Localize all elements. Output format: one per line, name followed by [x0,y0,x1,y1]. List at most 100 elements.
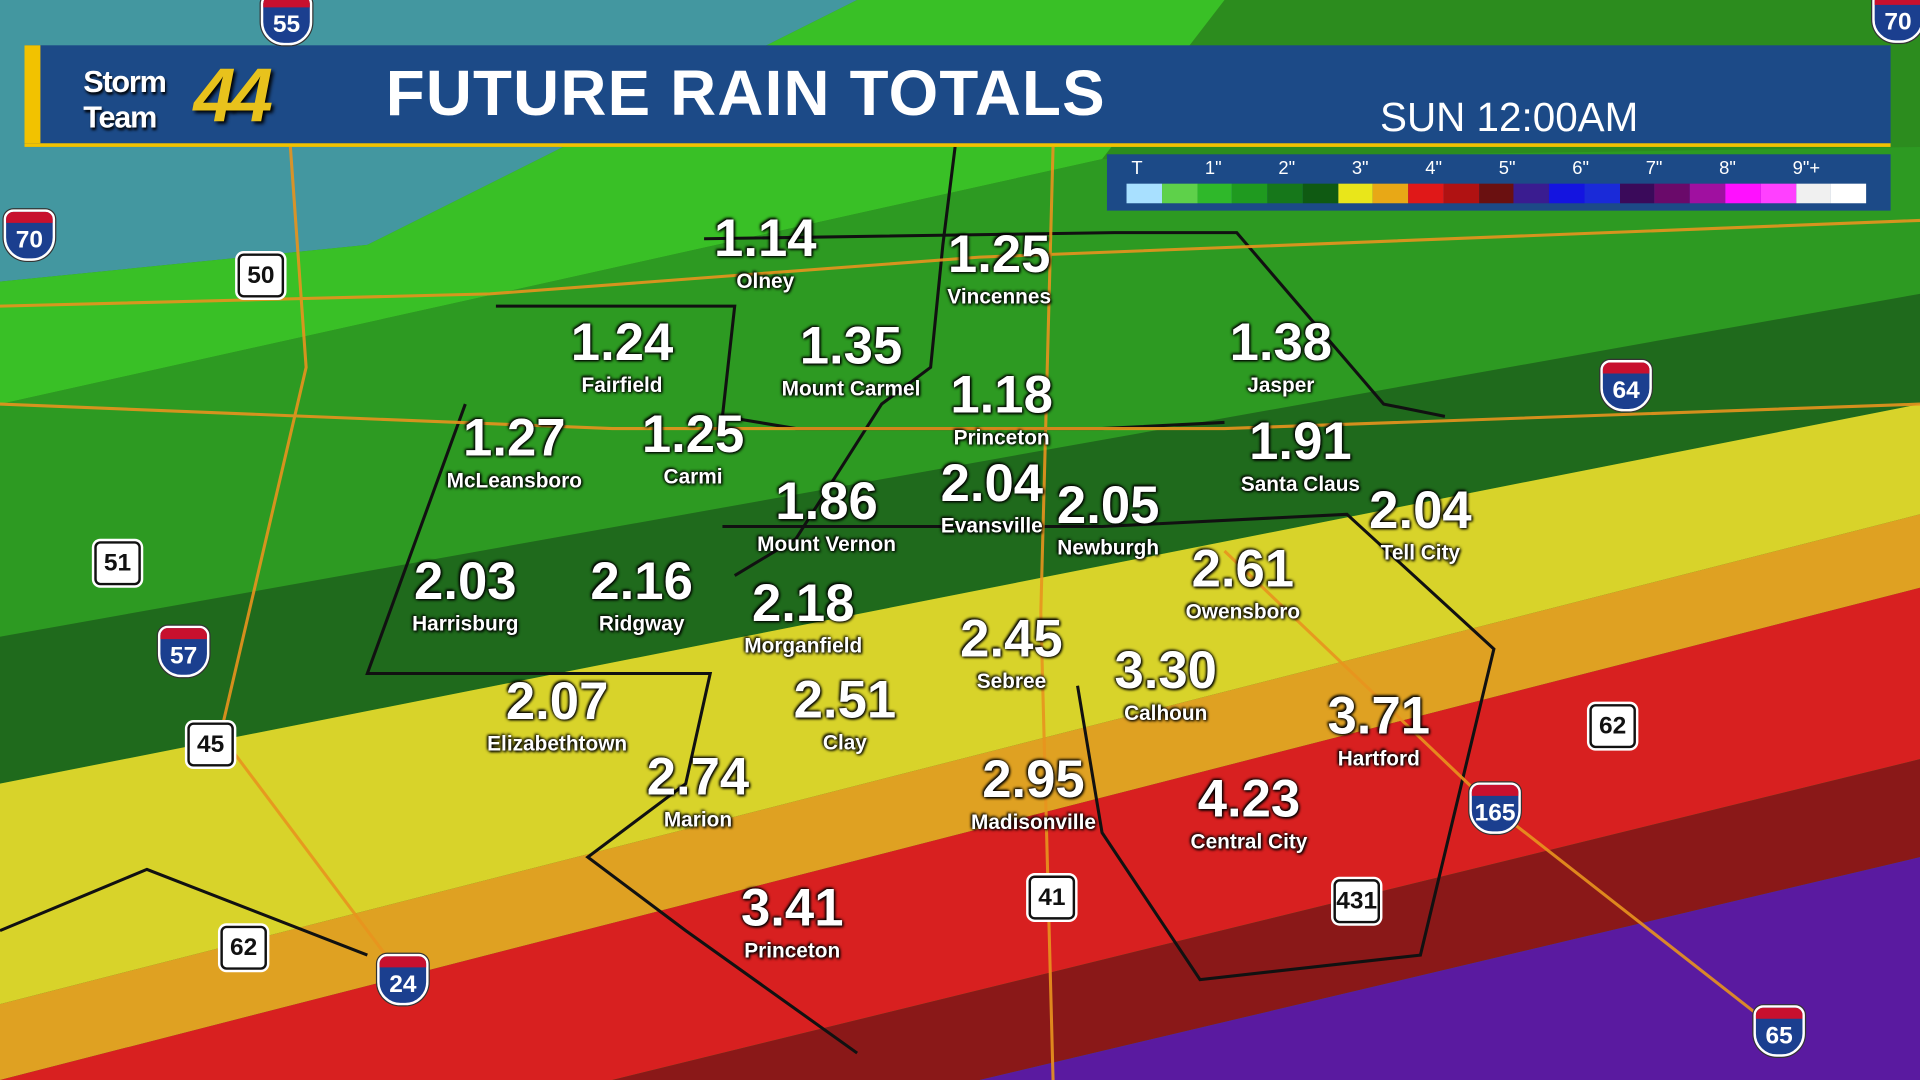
legend-label: 2" [1278,157,1296,179]
city-name: Marion [663,808,733,832]
city-name: Central City [1190,830,1308,854]
interstate-shield-icon: 70 [1872,0,1920,43]
rain-total-value: 2.95 [982,750,1085,810]
city-name: Santa Claus [1240,472,1360,496]
rain-total-value: 3.41 [740,879,844,938]
legend-label: 4" [1425,157,1443,179]
route-number: 62 [230,934,258,962]
city-total: 4.23 Central City [1191,769,1308,855]
rain-total-value: 2.61 [1191,540,1295,599]
route-number: 24 [389,971,417,998]
legend-label: 3" [1351,157,1369,179]
city-total: 1.27 McLeansboro [447,408,582,494]
route-number: 51 [103,549,132,577]
rain-total-value: 2.04 [1369,481,1472,541]
rain-total-value: 2.04 [940,454,1044,514]
us-route-shield-icon: 51 [94,541,141,586]
route-number: 65 [1765,1022,1793,1050]
us-route-shield-icon: 62 [220,925,267,970]
legend-label: 1" [1204,157,1222,179]
city-name: Princeton [953,426,1050,450]
logo-number: 44 [193,53,273,139]
legend-swatch [1302,183,1338,204]
us-route-shield-icon: 41 [1028,875,1076,920]
us-route-shield-icon: 431 [1333,879,1381,924]
legend-swatch [1830,183,1867,204]
legend-swatch [1337,183,1374,204]
legend-swatch [1196,183,1233,204]
rain-total-value: 1.86 [775,472,878,532]
rain-total-value: 1.25 [641,405,745,465]
legend-swatch [1795,183,1831,204]
city-name: Ridgway [598,612,685,636]
rain-total-value: 2.07 [505,672,609,732]
accent-bar [24,45,41,144]
interstate-shield-icon: 24 [377,953,429,1006]
interstate-shield-icon: 165 [1469,782,1521,834]
legend-swatch [1373,183,1409,204]
city-name: Tell City [1380,541,1461,565]
legend-swatch [1760,183,1796,204]
city-name: McLeansboro [446,468,582,493]
city-total: 2.04 Evansville [941,453,1043,539]
city-total: 2.95 Madisonville [971,749,1096,835]
legend-swatch [1408,183,1444,204]
interstate-shield-icon: 70 [3,209,56,261]
city-name: Mount Vernon [757,532,896,556]
rain-total-value: 2.03 [414,552,517,612]
route-number: 50 [247,262,275,289]
route-number: 70 [1884,8,1912,36]
legend-swatch [1513,183,1550,204]
rainfall-legend: T 1" 2" 3" 4" 5" 6" 7" 8" 9"+ [1106,154,1891,211]
legend-label: T [1131,157,1143,179]
route-number: 165 [1474,799,1516,827]
city-total: 3.41 Princeton [741,878,843,964]
forecast-time: SUN 12:00AM [1380,94,1639,140]
storm-team-44-logo: Storm Team 44 [83,54,328,138]
rain-total-value: 4.23 [1197,770,1301,829]
city-name: Fairfield [581,373,663,397]
interstate-shield-icon: 55 [260,0,313,46]
legend-swatch [1584,183,1620,204]
legend-swatch [1443,183,1479,204]
route-number: 55 [272,11,301,38]
legend-label: 5" [1498,157,1516,179]
legend-label: 7" [1645,157,1663,179]
rain-total-value: 1.18 [950,366,1053,425]
rain-total-value: 2.51 [793,671,897,730]
rain-total-value: 2.16 [590,552,693,612]
route-number: 57 [170,642,198,670]
city-total: 2.05 Newburgh [1057,475,1159,561]
city-total: 2.45 Sebree [960,609,1062,695]
legend-swatch [1654,183,1691,204]
rain-total-value: 1.35 [799,317,903,376]
city-total: 1.25 Vincennes [947,224,1051,310]
route-number: 431 [1336,887,1378,915]
legend-swatch [1232,183,1268,204]
rain-total-value: 2.05 [1056,476,1160,536]
rain-total-value: 1.38 [1229,313,1333,373]
city-total: 1.24 Fairfield [571,312,673,398]
city-total: 2.04 Tell City [1369,480,1471,566]
interstate-shield-icon: 64 [1600,360,1652,412]
legend-swatch [1549,183,1585,204]
legend-swatch [1126,183,1162,204]
city-total: 2.07 Elizabethtown [487,671,627,757]
city-name: Harrisburg [412,612,519,636]
city-total: 2.18 Morganfield [744,573,862,659]
route-number: 41 [1038,884,1066,912]
legend-swatch [1478,183,1514,204]
city-total: 2.16 Ridgway [590,551,692,637]
city-name: Sebree [976,669,1047,694]
city-total: 1.91 Santa Claus [1241,411,1360,497]
legend-color-ramp [1126,183,1867,204]
us-route-shield-icon: 50 [237,253,285,298]
city-name: Clay [822,731,867,755]
rain-total-value: 1.91 [1249,412,1352,472]
legend-label: 8" [1719,157,1736,179]
city-total: 1.35 Mount Carmel [782,316,921,402]
rain-total-value: 1.14 [714,209,817,269]
city-total: 1.14 Olney [714,208,816,294]
city-total: 2.74 Marion [647,747,749,833]
legend-swatch [1267,183,1303,204]
